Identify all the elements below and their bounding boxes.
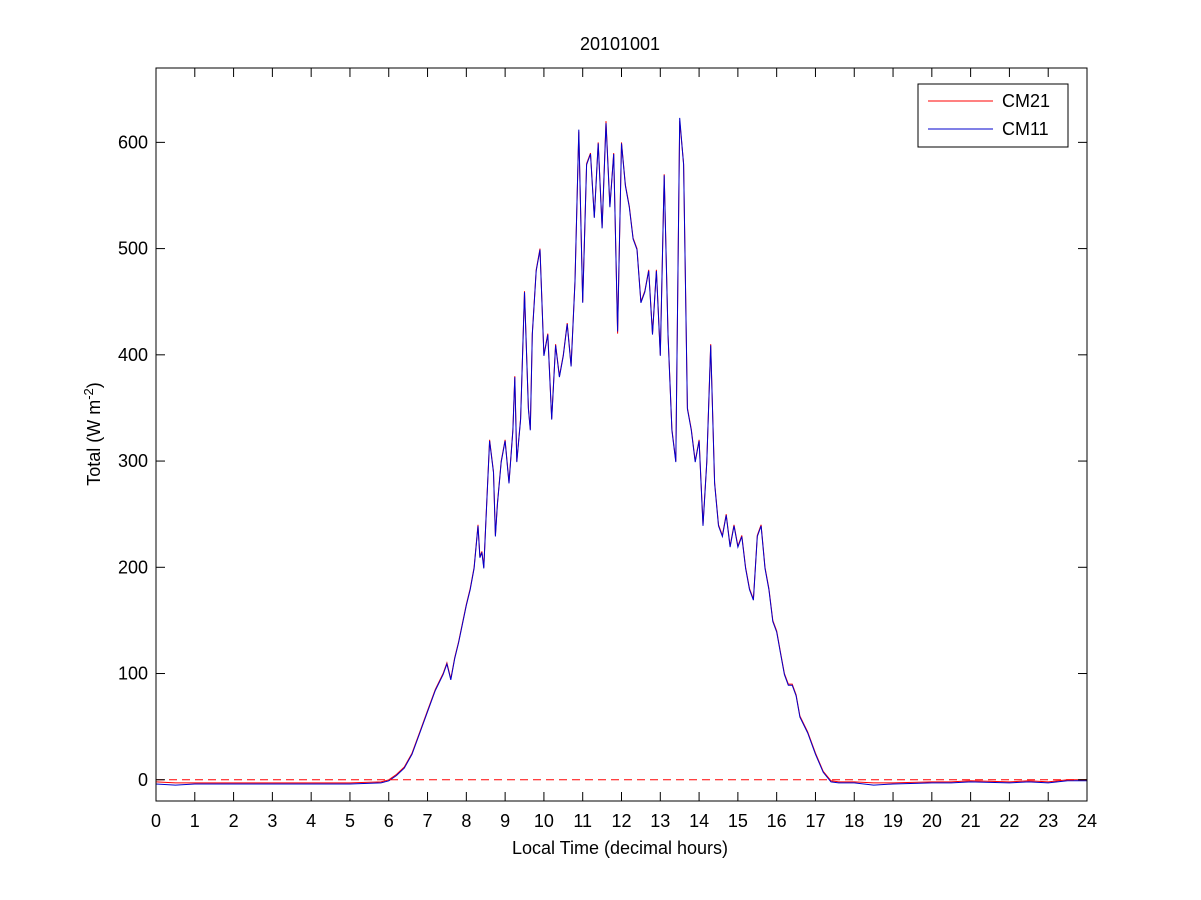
x-tick-label: 5: [345, 811, 355, 831]
x-tick-label: 10: [534, 811, 554, 831]
plot-area: [155, 117, 1087, 786]
y-tick-label: 200: [118, 557, 148, 577]
legend-box: [917, 83, 1069, 148]
x-axis: 0 1 2 3 4 5 6 7 8 9 10 11 12 13 14 15 16 17 18 19 20 21 22 23 24: [151, 68, 1097, 831]
series-line-cm11: [155, 117, 1087, 786]
x-tick-label: 19: [883, 811, 903, 831]
x-tick-label: 3: [267, 811, 277, 831]
legend-label-cm11: CM11: [1002, 119, 1049, 139]
x-tick-label: 2: [229, 811, 239, 831]
x-tick-label: 7: [423, 811, 433, 831]
y-tick-label: 400: [118, 345, 148, 365]
y-tick-label: 0: [138, 770, 148, 790]
x-tick-label: 24: [1077, 811, 1097, 831]
legend-label-cm21: CM21: [1002, 91, 1050, 111]
x-tick-label: 20: [922, 811, 942, 831]
x-tick-label: 17: [805, 811, 825, 831]
y-tick-label: 600: [118, 132, 148, 152]
x-tick-label: 1: [190, 811, 200, 831]
x-tick-label: 13: [650, 811, 670, 831]
x-tick-label: 22: [999, 811, 1019, 831]
x-tick-label: 16: [767, 811, 787, 831]
legend: CM21 CM11: [917, 83, 1069, 148]
x-tick-label: 4: [306, 811, 316, 831]
x-tick-label: 23: [1038, 811, 1058, 831]
y-tick-label: 100: [118, 664, 148, 684]
x-tick-label: 18: [844, 811, 864, 831]
series-line-cm21: [155, 121, 1087, 784]
y-axis: 0 100 200 300 400 500 600: [118, 132, 1087, 790]
y-axis-label: Total (W m-2): [81, 382, 104, 486]
x-tick-label: 9: [500, 811, 510, 831]
plot-frame: [155, 67, 1088, 802]
x-tick-label: 11: [573, 811, 592, 831]
x-axis-label: Local Time (decimal hours): [512, 838, 728, 858]
y-axis-label-main: Total (W m: [84, 400, 104, 486]
x-tick-label: 21: [961, 811, 981, 831]
y-tick-label: 500: [118, 239, 148, 259]
x-tick-label: 12: [611, 811, 631, 831]
x-tick-label: 8: [461, 811, 471, 831]
chart-title: 20101001: [580, 34, 660, 54]
x-tick-label: 14: [689, 811, 709, 831]
x-tick-label: 6: [384, 811, 394, 831]
y-tick-label: 300: [118, 451, 148, 471]
y-axis-label-superscript: -2: [81, 388, 96, 400]
y-axis-label-close: ): [84, 382, 104, 388]
x-tick-label: 0: [151, 811, 161, 831]
x-tick-label: 15: [728, 811, 748, 831]
